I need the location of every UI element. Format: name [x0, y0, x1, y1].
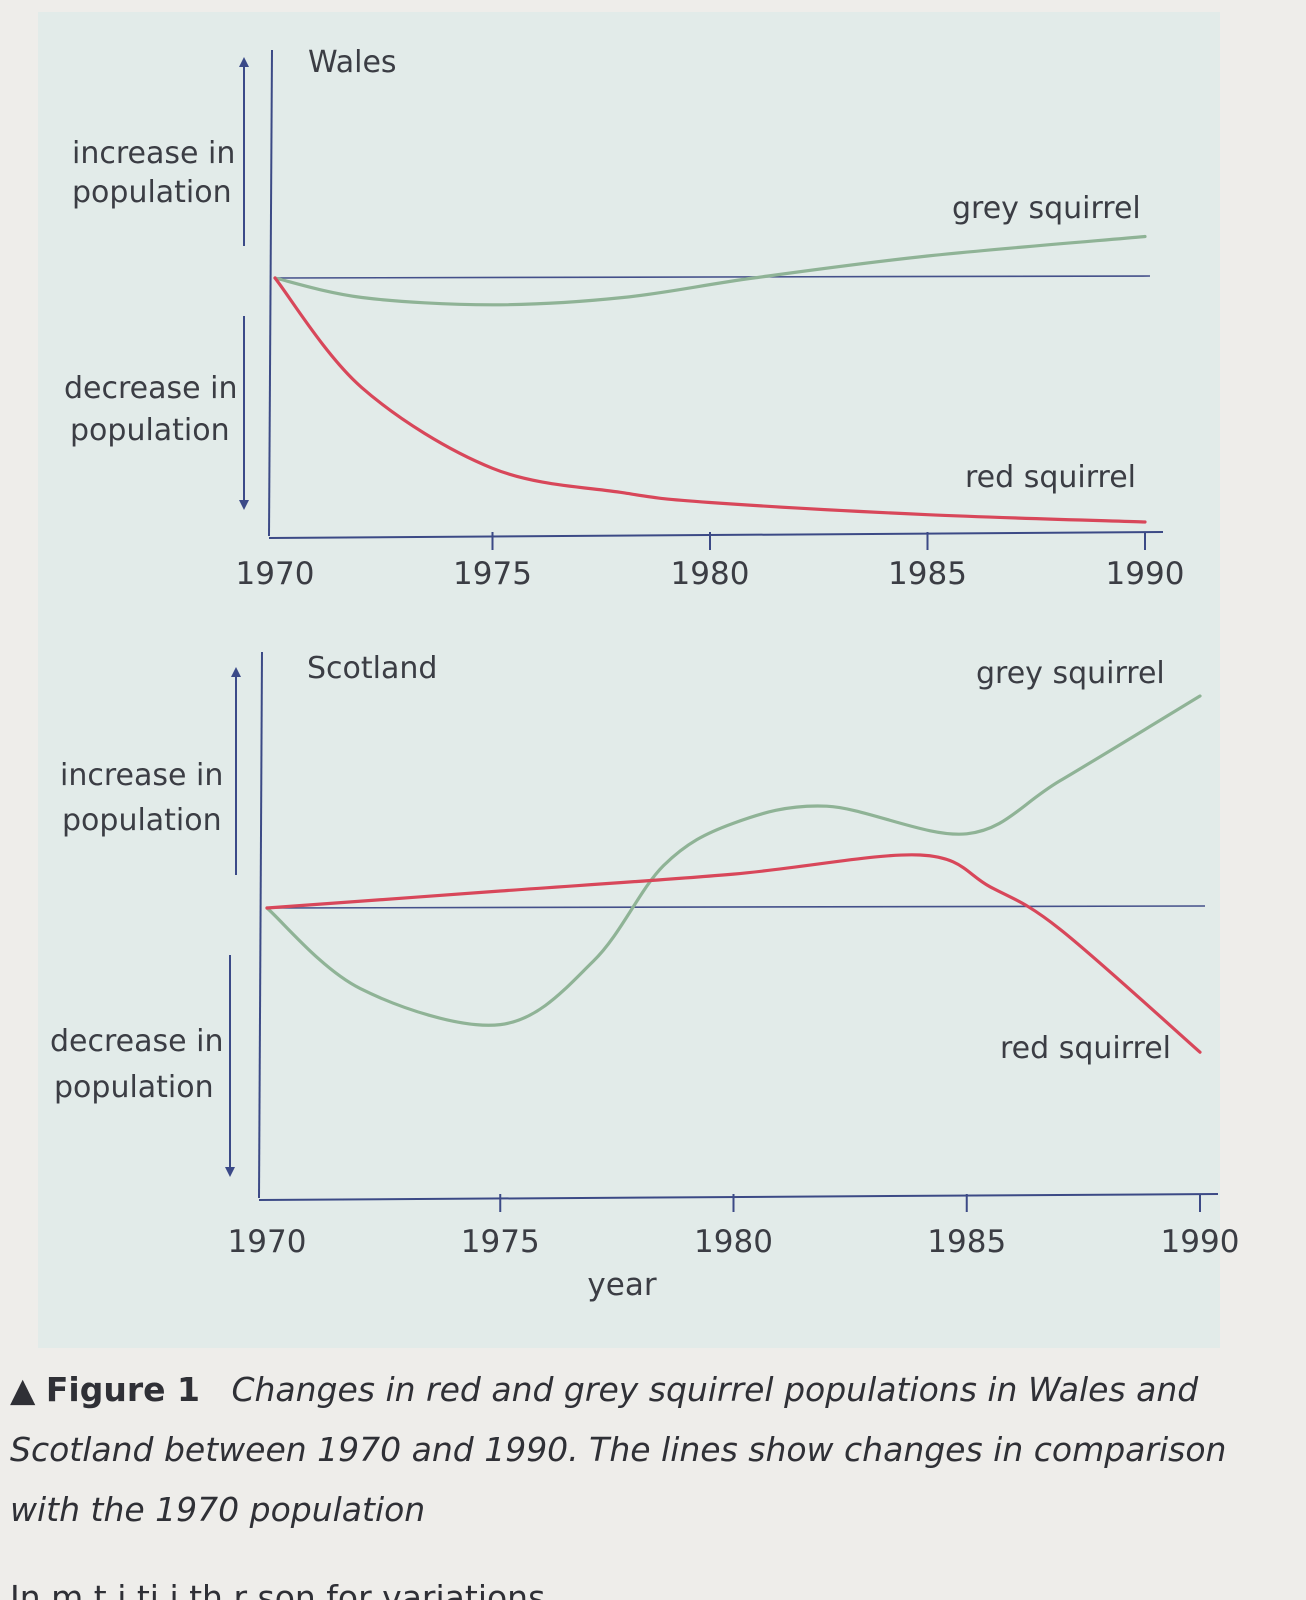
wales-baseline	[274, 275, 1151, 279]
scotland-y-axis	[258, 651, 263, 1199]
wales-x-tick-label: 1985	[888, 556, 967, 592]
scotland-decrease-label: population	[54, 1070, 214, 1105]
wales-x-tick-label: 1990	[1106, 556, 1185, 592]
triangle-icon: ▲	[10, 1370, 36, 1409]
scotland-grey-squirrel-label: grey squirrel	[976, 656, 1165, 691]
wales-decrease-label: decrease in	[64, 371, 237, 406]
scotland-red-squirrel-label: red squirrel	[1000, 1031, 1171, 1066]
wales-chart: 1970 1975 1980 1985 1990 Wales increase in popu…	[64, 45, 1184, 592]
scotland-red-squirrel-line	[265, 853, 1202, 1054]
wales-x-tick-label: 1980	[671, 556, 750, 592]
wales-x-tick-label: 1970	[236, 556, 315, 592]
scotland-x-tick-label: 1990	[1161, 1224, 1240, 1260]
wales-grey-squirrel-label: grey squirrel	[952, 191, 1141, 226]
wales-y-axis	[268, 49, 273, 537]
wales-increase-label: increase in	[72, 136, 235, 171]
scotland-x-tick-label: 1985	[927, 1224, 1006, 1260]
scotland-increase-label: increase in	[60, 758, 223, 793]
scotland-chart: 1970 1975 1980 1985 1990 Scotland increase in p…	[50, 651, 1239, 1303]
scotland-decrease-label: decrease in	[50, 1024, 223, 1059]
squirrel-population-charts: 1970 1975 1980 1985 1990 Wales increase in popu…	[50, 45, 1239, 1303]
scotland-x-tick-label: 1980	[694, 1224, 773, 1260]
scotland-increase-label: population	[62, 803, 222, 838]
wales-increase-label: population	[72, 175, 232, 210]
scotland-x-axis	[258, 1193, 1219, 1201]
figure-caption: ▲ Figure 1 Changes in red and grey squir…	[10, 1360, 1290, 1540]
figure-caption-text: Changes in red and grey squirrel populat…	[10, 1370, 1227, 1529]
wales-x-axis	[268, 531, 1164, 539]
figure-label: Figure 1	[45, 1370, 200, 1409]
wales-title: Wales	[308, 45, 397, 80]
wales-red-squirrel-label: red squirrel	[965, 460, 1136, 495]
scotland-x-tick-label: 1975	[461, 1224, 540, 1260]
wales-x-tick-label: 1975	[453, 556, 532, 592]
wales-grey-squirrel-line	[273, 234, 1147, 307]
wales-decrease-label: population	[70, 413, 230, 448]
wales-red-squirrel-line	[273, 276, 1147, 524]
scotland-grey-squirrel-line	[265, 694, 1202, 1027]
scotland-baseline	[266, 905, 1206, 909]
scotland-title: Scotland	[307, 651, 437, 686]
scotland-x-axis-title: year	[587, 1267, 656, 1303]
scotland-x-tick-label: 1970	[228, 1224, 307, 1260]
cut-off-body-text: In m t i ti i th r son for variations	[10, 1578, 546, 1600]
